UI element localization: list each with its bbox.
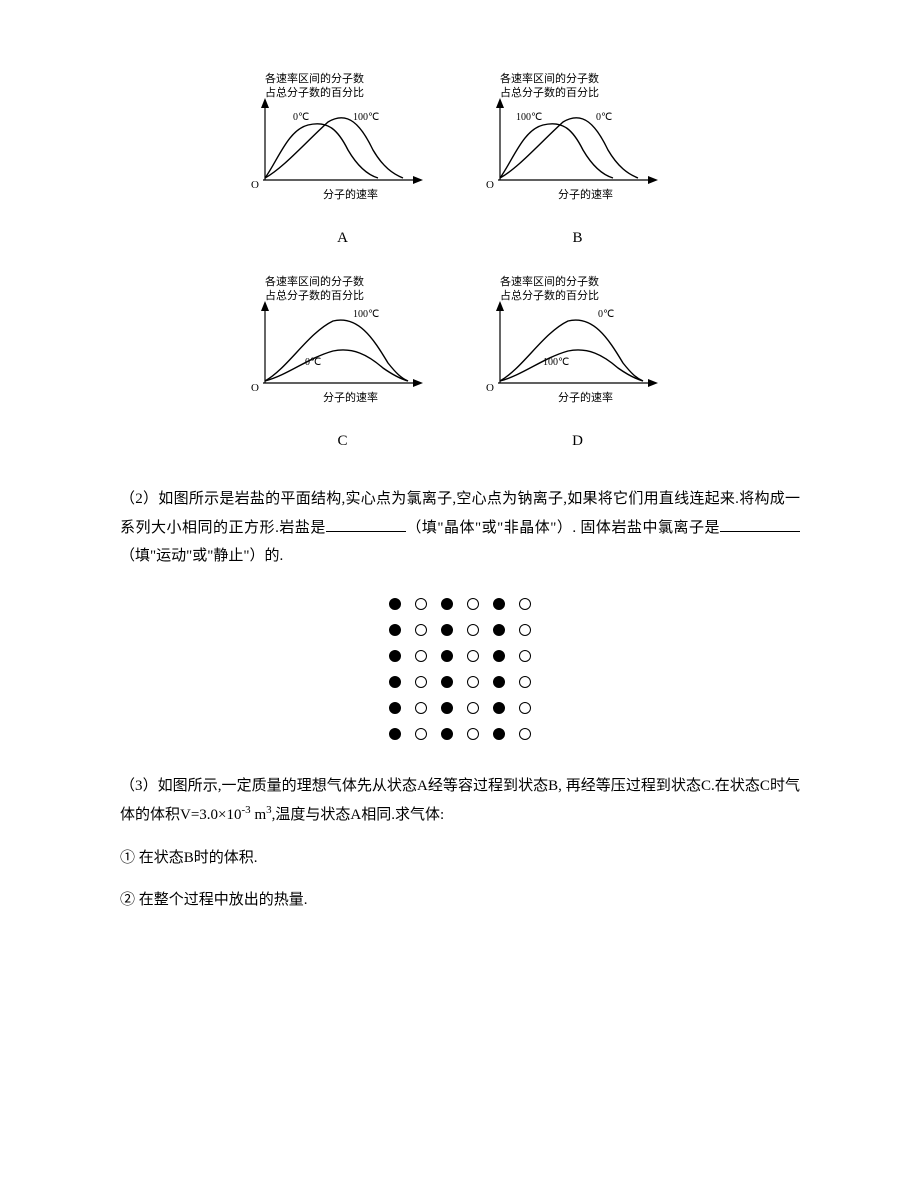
chloride-ion-dot <box>493 624 505 636</box>
chart-letter-B: B <box>475 224 680 253</box>
sodium-ion-dot <box>519 702 531 714</box>
chart-letter-D: D <box>475 427 680 456</box>
sodium-ion-dot <box>415 702 427 714</box>
sodium-ion-dot <box>467 650 479 662</box>
chloride-ion-dot <box>493 650 505 662</box>
sodium-ion-dot <box>415 650 427 662</box>
sodium-ion-dot <box>519 650 531 662</box>
chloride-ion-dot <box>389 650 401 662</box>
sodium-ion-dot <box>467 598 479 610</box>
ion-lattice <box>382 591 538 747</box>
sodium-ion-dot <box>467 728 479 740</box>
sodium-ion-dot <box>519 598 531 610</box>
blank-2 <box>720 531 800 532</box>
ylabel1: 各速率区间的分子数 <box>265 71 364 85</box>
chloride-ion-dot <box>389 624 401 636</box>
chloride-ion-dot <box>441 676 453 688</box>
q2-text: （2）如图所示是岩盐的平面结构,实心点为氯离子,空心点为钠离子,如果将它们用直线… <box>120 485 800 571</box>
origin: O <box>251 179 259 191</box>
svg-text:分子的速率: 分子的速率 <box>323 390 378 404</box>
sodium-ion-dot <box>467 624 479 636</box>
sodium-ion-dot <box>415 676 427 688</box>
svg-text:占总分子数的百分比: 占总分子数的百分比 <box>265 288 364 302</box>
chloride-ion-dot <box>389 728 401 740</box>
label-0c: 0℃ <box>293 112 309 123</box>
chloride-ion-dot <box>493 702 505 714</box>
svg-text:O: O <box>251 382 259 394</box>
svg-text:占总分子数的百分比: 占总分子数的百分比 <box>500 85 599 99</box>
chloride-ion-dot <box>441 598 453 610</box>
svg-text:O: O <box>486 382 494 394</box>
sodium-ion-dot <box>415 624 427 636</box>
chloride-ion-dot <box>493 676 505 688</box>
chloride-ion-dot <box>441 650 453 662</box>
label-100c: 100℃ <box>516 112 542 123</box>
sodium-ion-dot <box>467 702 479 714</box>
chart-A: 各速率区间的分子数 占总分子数的百分比 O 0℃ 100℃ 分子的速率 A <box>240 70 445 253</box>
svg-text:O: O <box>486 179 494 191</box>
label-100c: 100℃ <box>353 112 379 123</box>
q3-sub2: ② 在整个过程中放出的热量. <box>120 886 800 915</box>
chloride-ion-dot <box>493 598 505 610</box>
distribution-charts-grid: 各速率区间的分子数 占总分子数的百分比 O 0℃ 100℃ 分子的速率 A 各速… <box>240 70 680 455</box>
chart-D-svg: 各速率区间的分子数 占总分子数的百分比 O 0℃ 100℃ 分子的速率 <box>478 273 678 423</box>
curve-right <box>265 118 403 178</box>
xlabel: 分子的速率 <box>323 187 378 201</box>
q3-intro: （3）如图所示,一定质量的理想气体先从状态A经等容过程到状态B, 再经等压过程到… <box>120 772 800 830</box>
chart-B-svg: 各速率区间的分子数 占总分子数的百分比 O 100℃ 0℃ 分子的速率 <box>478 70 678 220</box>
chart-D: 各速率区间的分子数 占总分子数的百分比 O 0℃ 100℃ 分子的速率 D <box>475 273 680 456</box>
svg-text:分子的速率: 分子的速率 <box>558 187 613 201</box>
chloride-ion-dot <box>389 702 401 714</box>
svg-text:占总分子数的百分比: 占总分子数的百分比 <box>500 288 599 302</box>
ylabel2: 占总分子数的百分比 <box>265 85 364 99</box>
q2-b: （填"晶体"或"非晶体"）. 固体岩盐中氯离子是 <box>406 520 720 536</box>
blank-1 <box>326 531 406 532</box>
q2-c: （填"运动"或"静止"）的. <box>120 548 283 564</box>
chart-C-svg: 各速率区间的分子数 占总分子数的百分比 O 100℃ 0℃ 分子的速率 <box>243 273 443 423</box>
chart-letter-C: C <box>240 427 445 456</box>
chloride-ion-dot <box>441 624 453 636</box>
sodium-ion-dot <box>467 676 479 688</box>
svg-text:分子的速率: 分子的速率 <box>558 390 613 404</box>
sodium-ion-dot <box>519 624 531 636</box>
sodium-ion-dot <box>519 676 531 688</box>
chloride-ion-dot <box>441 702 453 714</box>
sodium-ion-dot <box>415 598 427 610</box>
sodium-ion-dot <box>519 728 531 740</box>
chloride-ion-dot <box>493 728 505 740</box>
chloride-ion-dot <box>441 728 453 740</box>
svg-text:各速率区间的分子数: 各速率区间的分子数 <box>500 274 599 288</box>
label-lower: 100℃ <box>543 357 569 368</box>
label-lower: 0℃ <box>305 357 321 368</box>
label-0c: 0℃ <box>596 112 612 123</box>
chart-C: 各速率区间的分子数 占总分子数的百分比 O 100℃ 0℃ 分子的速率 C <box>240 273 445 456</box>
label-upper: 0℃ <box>598 309 614 320</box>
q3-sub1: ① 在状态B时的体积. <box>120 844 800 873</box>
label-upper: 100℃ <box>353 309 379 320</box>
svg-text:各速率区间的分子数: 各速率区间的分子数 <box>265 274 364 288</box>
chart-B: 各速率区间的分子数 占总分子数的百分比 O 100℃ 0℃ 分子的速率 B <box>475 70 680 253</box>
svg-text:各速率区间的分子数: 各速率区间的分子数 <box>500 71 599 85</box>
chloride-ion-dot <box>389 676 401 688</box>
sodium-ion-dot <box>415 728 427 740</box>
chart-A-svg: 各速率区间的分子数 占总分子数的百分比 O 0℃ 100℃ 分子的速率 <box>243 70 443 220</box>
curve-left <box>265 124 378 178</box>
chloride-ion-dot <box>389 598 401 610</box>
chart-letter-A: A <box>240 224 445 253</box>
